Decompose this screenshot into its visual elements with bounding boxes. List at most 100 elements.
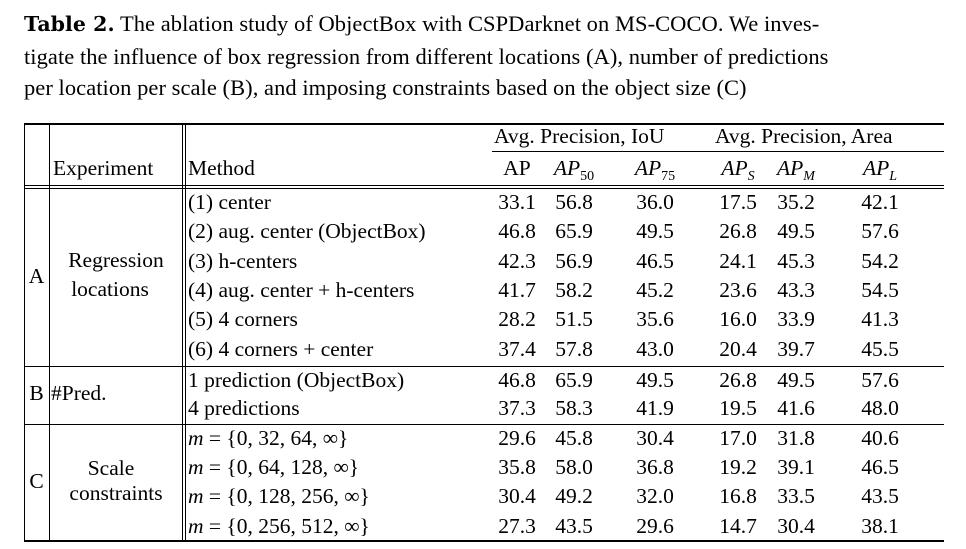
cell-apl: 38.1 [861, 514, 899, 538]
cell-ap: 29.6 [498, 426, 536, 450]
header-apl: APL [850, 156, 910, 189]
cell-ap50: 58.2 [555, 278, 593, 302]
cell-ap: 28.2 [498, 307, 536, 331]
math-variable: m [188, 426, 204, 450]
header-ap75-sub: 75 [661, 169, 676, 184]
vrule-method [185, 123, 186, 542]
cell-apl: 48.0 [861, 396, 899, 420]
cell-ap50: 56.8 [555, 190, 593, 214]
cell-aps: 16.0 [719, 307, 757, 331]
group-b-label-1: #Pred. [51, 381, 107, 405]
table-caption: Table 2. The ablation study of ObjectBox… [24, 8, 954, 104]
cell-ap: 30.4 [498, 484, 536, 508]
header-apm-base: AP [777, 156, 804, 180]
cell-method: 4 predictions [188, 396, 300, 420]
cell-apm: 49.5 [777, 219, 815, 243]
vrule-left [24, 123, 25, 542]
group-b-id: B [29, 381, 44, 405]
cell-ap50: 65.9 [555, 219, 593, 243]
cell-method: m = {0, 256, 512, ∞} [188, 514, 370, 538]
math-variable: m [188, 484, 204, 508]
cell-ap50: 43.5 [555, 514, 593, 538]
caption-line-1: Table 2. The ablation study of ObjectBox… [24, 8, 954, 41]
cell-ap75: 49.5 [636, 219, 674, 243]
header-apm: APM [766, 156, 826, 189]
cell-ap75: 36.0 [636, 190, 674, 214]
cell-aps: 17.5 [719, 190, 757, 214]
cell-aps: 26.8 [719, 368, 757, 392]
rule-group-header [492, 151, 944, 152]
rule-top [24, 123, 944, 125]
cell-aps: 14.7 [719, 514, 757, 538]
cell-ap75: 49.5 [636, 368, 674, 392]
cell-apl: 40.6 [861, 426, 899, 450]
cell-ap50: 57.8 [555, 337, 593, 361]
caption-line-3: per location per scale (B), and imposing… [24, 75, 747, 100]
cell-apl: 42.1 [861, 190, 899, 214]
cell-ap: 33.1 [498, 190, 536, 214]
cell-ap: 37.3 [498, 396, 536, 420]
cell-apl: 45.5 [861, 337, 899, 361]
cell-ap50: 65.9 [555, 368, 593, 392]
caption-label: Table 2. [24, 12, 115, 36]
header-ap-label: AP [503, 156, 531, 180]
cell-apm: 43.3 [777, 278, 815, 302]
group-a-label-2: locations [71, 277, 149, 301]
cell-ap: 46.8 [498, 368, 536, 392]
cell-ap: 42.3 [498, 249, 536, 273]
cell-method: m = {0, 32, 64, ∞} [188, 426, 349, 450]
cell-apl: 41.3 [861, 307, 899, 331]
cell-method: (2) aug. center (ObjectBox) [188, 219, 426, 243]
header-aps-base: AP [721, 156, 748, 180]
cell-apl: 43.5 [861, 484, 899, 508]
caption-line-2: tigate the influence of box regression f… [24, 43, 829, 69]
cell-aps: 16.8 [719, 484, 757, 508]
cell-ap: 35.8 [498, 455, 536, 479]
cell-apl: 54.2 [861, 249, 899, 273]
cell-ap: 37.4 [498, 337, 536, 361]
header-apl-sub: L [889, 169, 898, 184]
cell-aps: 19.2 [719, 455, 757, 479]
cell-ap: 41.7 [498, 278, 536, 302]
cell-ap75: 43.0 [636, 337, 674, 361]
header-experiment: Experiment [53, 156, 154, 180]
cell-apm: 33.9 [777, 307, 815, 331]
header-ap: AP [492, 156, 542, 180]
cell-aps: 24.1 [719, 249, 757, 273]
cell-ap50: 58.0 [555, 455, 593, 479]
rule-group-a-bottom [24, 366, 944, 367]
cell-ap: 27.3 [498, 514, 536, 538]
rule-header-bottom [24, 185, 944, 186]
cell-ap75: 46.5 [636, 249, 674, 273]
rule-header-bottom-2 [24, 188, 944, 189]
header-apl-base: AP [862, 156, 890, 180]
group-c-label-1: Scale [87, 456, 135, 480]
cell-apm: 31.8 [777, 426, 815, 450]
cell-ap50: 56.9 [555, 249, 593, 273]
cell-apm: 35.2 [777, 190, 815, 214]
cell-ap75: 30.4 [636, 426, 674, 450]
group-a-label-1: Regression [68, 248, 164, 272]
cell-method: (1) center [188, 190, 271, 214]
cell-aps: 19.5 [719, 396, 757, 420]
cell-aps: 26.8 [719, 219, 757, 243]
cell-apl: 57.6 [861, 368, 899, 392]
cell-method: (4) aug. center + h-centers [188, 278, 415, 302]
cell-method: (5) 4 corners [188, 307, 298, 331]
header-ap50: AP50 [544, 156, 604, 189]
rule-group-b-bottom [24, 424, 944, 425]
cell-ap50: 49.2 [555, 484, 593, 508]
cell-ap75: 41.9 [636, 396, 674, 420]
cell-ap50: 45.8 [555, 426, 593, 450]
cell-apl: 54.5 [861, 278, 899, 302]
math-variable: m [188, 455, 204, 479]
cell-aps: 17.0 [719, 426, 757, 450]
cell-apm: 49.5 [777, 368, 815, 392]
cell-apm: 39.7 [777, 337, 815, 361]
cell-apm: 45.3 [777, 249, 815, 273]
header-method: Method [188, 156, 255, 180]
rule-bottom [24, 540, 944, 542]
vrule-group-id [49, 123, 50, 542]
caption-text-1: The ablation study of ObjectBox with CSP… [114, 11, 820, 36]
cell-method: 1 prediction (ObjectBox) [188, 368, 405, 392]
